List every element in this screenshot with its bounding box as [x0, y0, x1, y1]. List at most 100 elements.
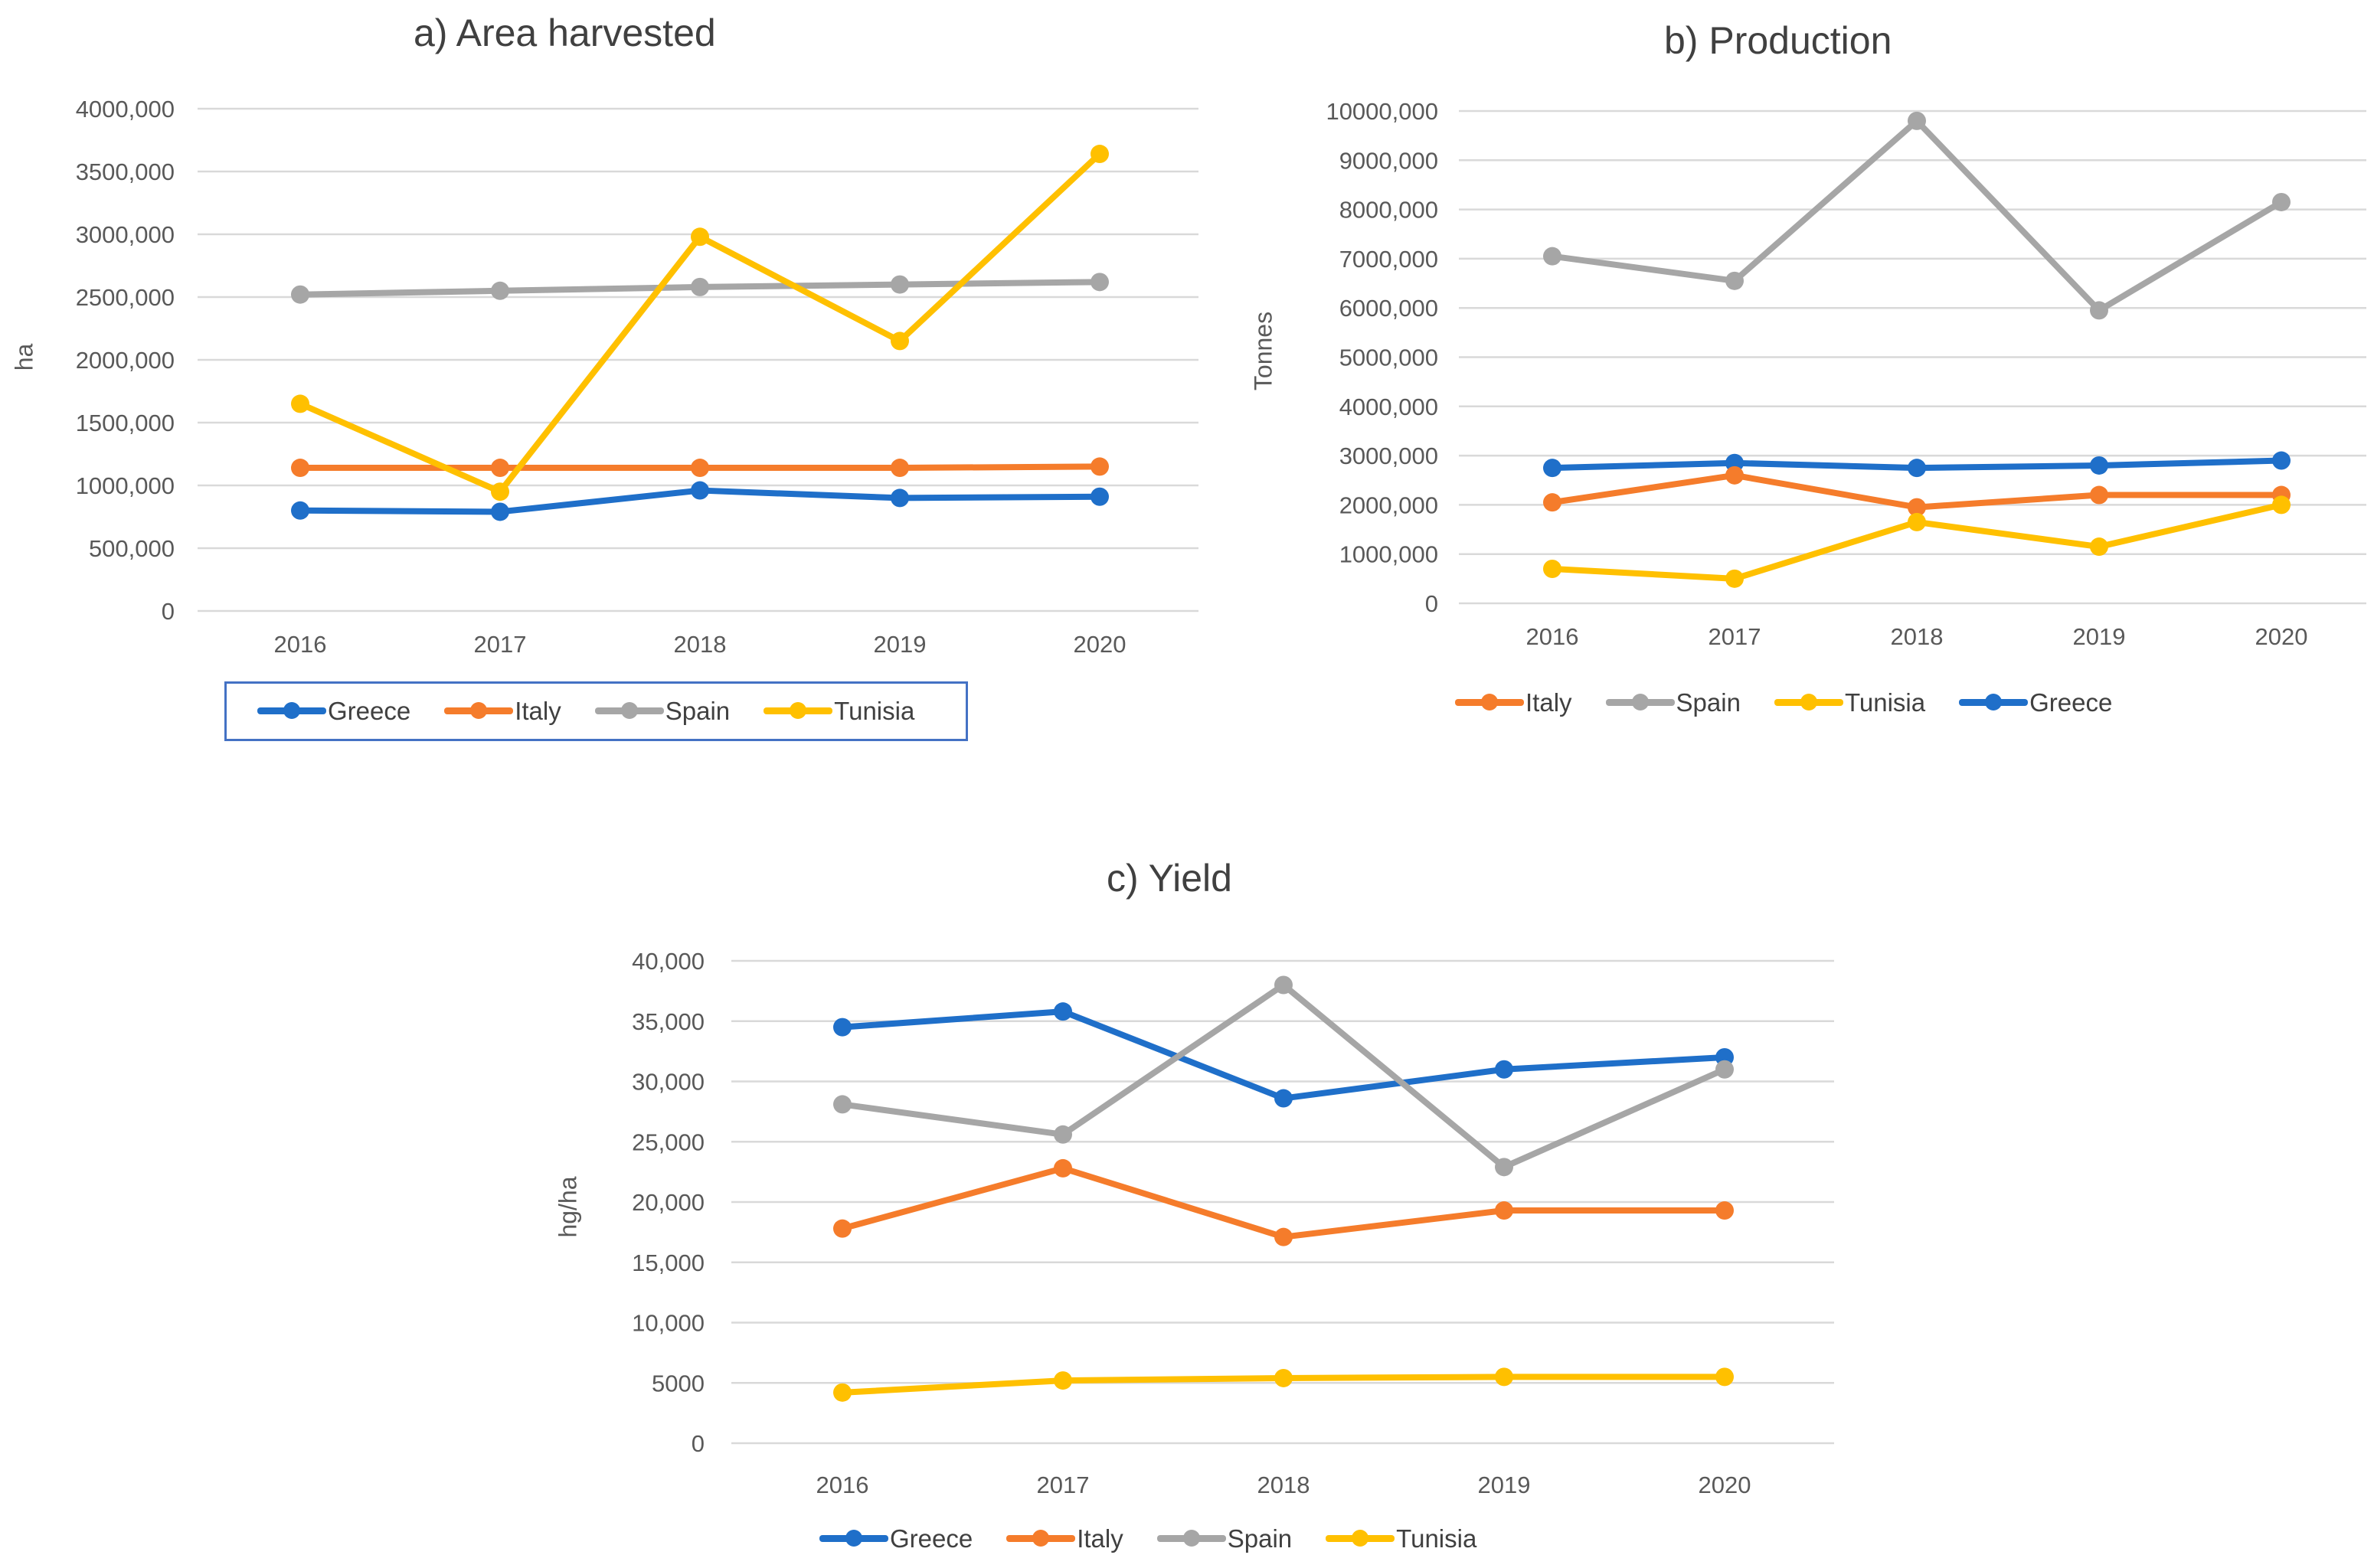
legend-marker — [1455, 694, 1524, 710]
data-point-greece — [1908, 459, 1926, 478]
data-point-greece — [1543, 459, 1561, 478]
y-tick-label: 0 — [1425, 590, 1438, 617]
plot-area: 0 5000 10,000 15,000 20,000 25,000 30,000 35,00… — [632, 948, 1834, 1498]
data-point-italy — [491, 459, 509, 478]
legend-marker — [1605, 694, 1675, 710]
y-tick-label: 3000,000 — [1339, 443, 1438, 469]
y-tick-label: 8000,000 — [1339, 197, 1438, 224]
data-point-italy — [1054, 1158, 1072, 1178]
legend-item-tunisia: Tunisia — [764, 697, 914, 726]
legend-item-tunisia: Tunisia — [1326, 1524, 1476, 1553]
legend-item-italy: Italy — [1006, 1524, 1123, 1553]
data-point-tunisia — [2090, 537, 2108, 557]
data-point-italy — [1495, 1201, 1513, 1220]
y-tick-label: 2500,000 — [76, 284, 175, 311]
data-point-spain — [1495, 1158, 1513, 1177]
legend-label: Greece — [2029, 688, 2113, 717]
data-point-greece — [1274, 1089, 1293, 1108]
y-tick-label: 2000,000 — [76, 347, 175, 374]
data-point-spain — [891, 275, 909, 294]
y-tick-label: 25,000 — [632, 1129, 705, 1155]
data-point-spain — [1715, 1060, 1734, 1079]
data-point-spain — [1725, 271, 1744, 290]
legend-marker — [257, 702, 326, 719]
data-point-greece — [833, 1018, 852, 1037]
y-tick-label: 20,000 — [632, 1189, 705, 1216]
legend-item-greece: Greece — [1959, 688, 2112, 717]
data-point-tunisia — [1274, 1368, 1293, 1387]
y-tick-label: 5000,000 — [1339, 345, 1438, 371]
y-tick-label: 4000,000 — [1339, 394, 1438, 420]
data-point-spain — [1908, 111, 1926, 130]
chart-yield: c) Yield hg/ha 0 5000 10,000 15,000 20,000 25… — [459, 835, 1915, 1568]
y-tick-label: 15,000 — [632, 1250, 705, 1276]
legend: Italy Spain Tunisia Greece — [1455, 684, 2112, 722]
legend-item-spain: Spain — [1156, 1524, 1293, 1553]
data-point-tunisia — [291, 394, 309, 413]
data-point-greece — [1054, 1002, 1072, 1021]
data-point-tunisia — [1091, 145, 1109, 164]
plot-area: 0 500,000 1000,000 1500,000 2000,000 2500,000… — [76, 96, 1198, 658]
y-tick-label: 1000,000 — [1339, 541, 1438, 568]
data-point-tunisia — [691, 227, 709, 247]
y-tick-label: 1500,000 — [76, 410, 175, 436]
legend-marker — [819, 1530, 888, 1547]
y-tick-label: 10000,000 — [1326, 98, 1438, 125]
series-line-spain — [839, 982, 1728, 1171]
legend-marker — [1774, 694, 1843, 710]
legend: Greece Italy Spain Tunisia — [819, 1520, 1476, 1558]
y-tick-label: 0 — [162, 598, 175, 625]
x-tick-label: 2020 — [1074, 631, 1127, 658]
legend-label: Italy — [1525, 688, 1572, 717]
y-tick-label: 500,000 — [89, 535, 175, 562]
legend-item-italy: Italy — [1455, 688, 1572, 717]
data-point-tunisia — [1495, 1367, 1513, 1387]
x-tick-label: 2018 — [674, 631, 727, 658]
y-tick-label: 3500,000 — [76, 158, 175, 185]
legend-label: Spain — [1227, 1524, 1293, 1553]
y-tick-label: 30,000 — [632, 1069, 705, 1096]
legend-item-spain: Spain — [1605, 688, 1741, 717]
legend-item-spain: Spain — [594, 697, 731, 726]
data-point-spain — [833, 1095, 852, 1114]
x-tick-label: 2016 — [1526, 623, 1579, 650]
legend-label: Greece — [328, 697, 411, 725]
x-tick-label: 2018 — [1257, 1472, 1310, 1498]
y-tick-label: 0 — [692, 1430, 705, 1457]
legend-item-greece: Greece — [819, 1524, 973, 1553]
data-point-tunisia — [833, 1383, 852, 1402]
y-tick-label: 5000 — [652, 1370, 705, 1396]
chart-title: b) Production — [1664, 19, 1892, 62]
data-point-tunisia — [2272, 495, 2291, 514]
legend-label: Italy — [515, 697, 561, 725]
y-tick-label: 7000,000 — [1339, 246, 1438, 273]
x-tick-label: 2019 — [2073, 623, 2126, 650]
data-point-italy — [291, 459, 309, 478]
data-point-italy — [1274, 1227, 1293, 1246]
data-point-greece — [1495, 1060, 1513, 1079]
legend-label: Spain — [665, 697, 731, 725]
y-tick-label: 4000,000 — [76, 96, 175, 122]
legend-label: Spain — [1676, 688, 1741, 717]
data-point-greece — [2090, 456, 2108, 475]
data-point-spain — [491, 281, 509, 300]
y-tick-label: 2000,000 — [1339, 492, 1438, 518]
legend-label: Italy — [1077, 1524, 1123, 1553]
legend-marker — [1326, 1530, 1395, 1547]
legend-item-italy: Italy — [444, 697, 561, 726]
series-line-tunisia — [297, 151, 1103, 495]
data-point-greece — [291, 501, 309, 520]
y-tick-label: 10,000 — [632, 1310, 705, 1337]
legend-marker — [1156, 1530, 1226, 1547]
data-point-greece — [491, 502, 509, 521]
data-point-greece — [2272, 451, 2291, 470]
x-tick-label: 2019 — [1478, 1472, 1531, 1498]
data-point-greece — [891, 488, 909, 508]
legend-label: Greece — [890, 1524, 973, 1553]
legend-marker — [1959, 694, 2029, 710]
x-tick-label: 2017 — [1709, 623, 1761, 650]
data-point-tunisia — [1543, 559, 1561, 578]
data-point-italy — [691, 459, 709, 478]
x-tick-label: 2016 — [816, 1472, 869, 1498]
x-tick-label: 2016 — [274, 631, 327, 658]
